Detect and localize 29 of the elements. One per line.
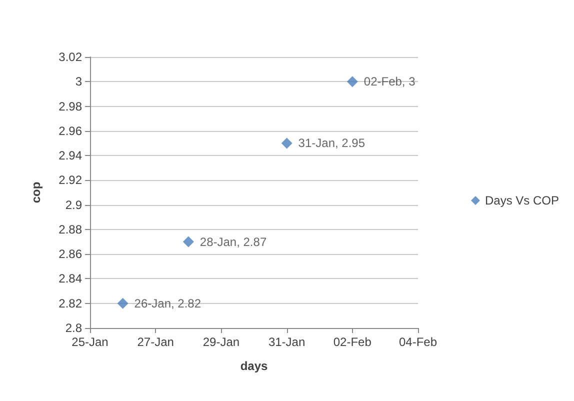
y-tick-label: 2.84 (58, 272, 82, 286)
y-tick-label: 2.98 (58, 99, 82, 114)
y-tick-label: 2.94 (58, 148, 82, 163)
y-tick-label: 3.02 (58, 50, 82, 64)
point (346, 76, 358, 88)
y-tick-label: 2.9 (65, 198, 82, 212)
point (117, 298, 128, 309)
y-tick-label: 3 (75, 74, 82, 89)
data-label: 02-Feb, 3 (364, 74, 416, 89)
y-tick-label: 2.96 (58, 124, 82, 138)
data-label: 31-Jan, 2.95 (298, 136, 366, 150)
y-axis-title: cop (29, 182, 43, 204)
data-label: 26-Jan, 2.82 (134, 296, 202, 310)
y-tick-label: 2.8 (65, 321, 82, 335)
y-tick-label: 2.82 (58, 296, 82, 310)
legend-label: Days Vs COP (484, 194, 559, 208)
y-tick-label: 2.86 (58, 247, 82, 262)
y-tick-label: 2.88 (58, 222, 82, 236)
x-tick-label: 02-Feb (333, 335, 372, 349)
x-axis-title: days (240, 359, 268, 373)
x-tick-label: 04-Feb (398, 335, 438, 349)
point (281, 138, 292, 149)
x-tick-label: 25-Jan (72, 335, 108, 349)
x-tick-label: 31-Jan (268, 335, 306, 349)
point (182, 236, 194, 248)
x-tick-label: 29-Jan (202, 335, 240, 349)
x-tick-label: 27-Jan (137, 335, 174, 349)
y-tick-label: 2.92 (58, 173, 82, 188)
data-label: 28-Jan, 2.87 (200, 234, 267, 249)
